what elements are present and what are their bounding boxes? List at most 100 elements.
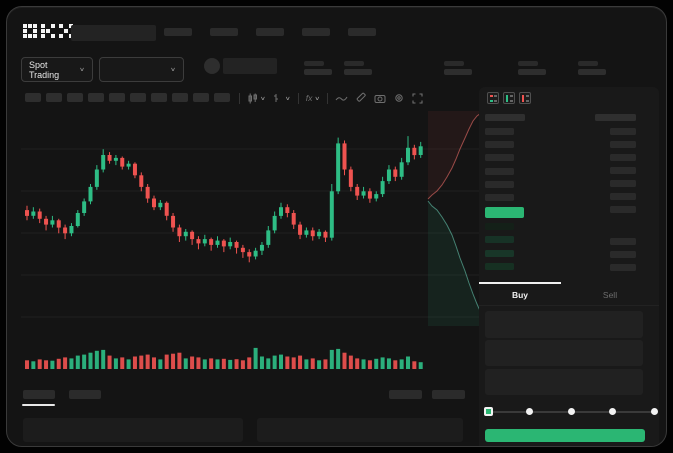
market-type-label: Spot Trading	[29, 59, 60, 80]
bottom-tab[interactable]	[69, 390, 101, 399]
logo-letter-o	[23, 24, 37, 38]
ask-row[interactable]	[485, 128, 514, 135]
nav-item-placeholder[interactable]	[348, 28, 376, 36]
ask-row[interactable]	[485, 167, 514, 175]
pair-name-placeholder	[223, 58, 277, 74]
pair-selector[interactable]: ∨	[99, 57, 184, 82]
bid-row[interactable]	[485, 263, 514, 271]
stat-label-placeholder	[344, 61, 364, 66]
trade-row[interactable]	[610, 154, 636, 161]
timeframe-bar	[25, 93, 230, 102]
bottom-action-placeholder[interactable]	[389, 390, 422, 399]
bottom-tab-bar	[23, 390, 101, 399]
market-type-selector[interactable]: Spot Trading ∨	[21, 57, 93, 82]
slider-handle[interactable]	[484, 407, 493, 416]
chart-layout-selector[interactable]: ∨	[273, 93, 291, 103]
price-chart[interactable]	[21, 111, 481, 336]
trendline-tool-icon[interactable]	[335, 93, 348, 104]
ask-row[interactable]	[485, 154, 514, 162]
slider-stop-dot[interactable]	[526, 408, 533, 415]
stat-value-placeholder	[444, 69, 472, 75]
nav-item-placeholder[interactable]	[164, 28, 192, 36]
timeframe-button[interactable]	[67, 93, 83, 102]
timeframe-button[interactable]	[88, 93, 104, 102]
bottom-actions	[389, 390, 465, 399]
candle-style-selector[interactable]: ∨	[247, 93, 266, 104]
timeframe-button[interactable]	[25, 93, 41, 102]
timeframe-button[interactable]	[172, 93, 188, 102]
ticker-stat	[518, 61, 546, 75]
book-combined-icon[interactable]	[487, 92, 499, 104]
amount-slider[interactable]	[484, 407, 658, 416]
chevron-down-icon: ∨	[314, 94, 321, 102]
bid-row[interactable]	[485, 223, 514, 230]
ask-row[interactable]	[485, 194, 514, 201]
slider-stop-dot[interactable]	[567, 408, 575, 415]
stat-value-placeholder	[518, 69, 546, 75]
tab-buy[interactable]: Buy	[479, 284, 561, 305]
stat-value-placeholder	[578, 69, 606, 75]
sell-tab-label: Sell	[602, 289, 618, 300]
tab-sell[interactable]: Sell	[561, 284, 659, 305]
trade-row[interactable]	[610, 206, 636, 213]
buy-tab-label: Buy	[511, 289, 529, 300]
timeframe-button[interactable]	[109, 93, 125, 102]
trade-form-field[interactable]	[485, 340, 643, 366]
logo-letter-k	[41, 24, 55, 38]
settings-gear-icon[interactable]	[393, 92, 405, 104]
orderbook-header-placeholder	[485, 114, 525, 121]
fx-icon: fx	[305, 93, 313, 103]
stat-label-placeholder	[518, 61, 538, 66]
buy-tab-indicator	[479, 282, 561, 284]
buy-submit-button[interactable]	[485, 429, 645, 442]
trade-row[interactable]	[610, 141, 636, 148]
order-input-right[interactable]	[257, 418, 463, 442]
trade-row[interactable]	[610, 128, 636, 135]
bottom-action-placeholder[interactable]	[432, 390, 465, 399]
ticker-stat	[304, 61, 332, 75]
book-asks-icon[interactable]	[519, 92, 531, 104]
last-price-badge[interactable]	[485, 207, 524, 218]
nav-item-placeholder[interactable]	[302, 28, 330, 36]
trade-row[interactable]	[610, 180, 636, 187]
camera-icon[interactable]	[374, 93, 386, 104]
stat-label-placeholder	[304, 61, 324, 66]
slider-stop-dot[interactable]	[650, 408, 658, 415]
trade-form-field[interactable]	[485, 369, 643, 395]
orderbook-layout-toggles	[487, 92, 531, 104]
stat-label-placeholder	[578, 61, 598, 66]
orderbook-panel: Buy Sell	[479, 87, 659, 446]
book-bids-icon[interactable]	[503, 92, 515, 104]
trade-row[interactable]	[610, 251, 636, 258]
okx-logo[interactable]	[23, 24, 73, 38]
bid-row[interactable]	[485, 249, 514, 257]
ask-row[interactable]	[485, 180, 514, 188]
trade-form-field[interactable]	[485, 311, 643, 338]
bottom-tab[interactable]	[23, 390, 55, 399]
divider	[297, 92, 299, 104]
coin-avatar	[204, 58, 220, 74]
ask-row[interactable]	[485, 141, 514, 149]
chart-toolbar-icons: ∨ ∨ fx ∨	[239, 92, 423, 104]
draw-tool-icon[interactable]	[355, 92, 367, 104]
slider-stop-dot[interactable]	[609, 408, 616, 415]
trade-row[interactable]	[610, 193, 636, 200]
trade-row[interactable]	[610, 238, 636, 245]
timeframe-button[interactable]	[151, 93, 167, 102]
timeframe-button[interactable]	[130, 93, 146, 102]
nav-item-placeholder[interactable]	[210, 28, 238, 36]
timeframe-button[interactable]	[46, 93, 62, 102]
trade-row[interactable]	[610, 264, 636, 271]
ticker-stat	[578, 61, 606, 75]
indicators-button[interactable]: fx ∨	[306, 93, 320, 103]
timeframe-button[interactable]	[214, 93, 230, 102]
trades-header-placeholder	[595, 114, 636, 121]
nav-item-placeholder[interactable]	[256, 28, 284, 36]
bid-row[interactable]	[485, 236, 514, 244]
order-input-left[interactable]	[23, 418, 243, 442]
divider	[239, 92, 240, 104]
timeframe-button[interactable]	[193, 93, 209, 102]
trade-row[interactable]	[610, 167, 636, 174]
logo-adjacent-placeholder	[71, 25, 156, 41]
fullscreen-icon[interactable]	[412, 92, 423, 104]
